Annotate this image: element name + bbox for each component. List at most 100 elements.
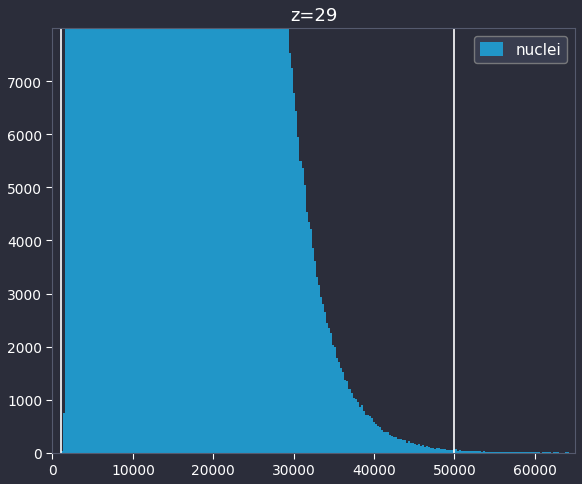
Legend: nuclei: nuclei (474, 37, 567, 64)
Bar (273, 0, 275, 453)
Bar (346, 381, 349, 453)
Bar (210, 0, 212, 453)
Bar (91, 0, 93, 453)
Bar (411, 443, 414, 453)
Bar (112, 0, 113, 453)
Bar (373, 422, 375, 453)
Bar (345, 380, 346, 453)
Bar (169, 0, 171, 453)
Bar (126, 0, 128, 453)
Bar (140, 0, 143, 453)
Bar (359, 407, 361, 453)
Bar (138, 0, 140, 453)
Bar (385, 433, 387, 453)
Bar (187, 0, 189, 453)
Bar (479, 452, 481, 453)
Bar (326, 324, 328, 453)
Bar (424, 447, 426, 453)
Bar (128, 0, 130, 453)
Bar (73, 0, 75, 453)
Bar (177, 0, 179, 453)
Bar (369, 416, 371, 453)
Bar (183, 0, 185, 453)
Bar (279, 0, 281, 453)
Bar (438, 448, 441, 453)
Bar (489, 452, 491, 453)
Bar (205, 0, 208, 453)
Bar (189, 0, 191, 453)
Bar (445, 450, 446, 453)
Bar (457, 451, 459, 453)
Bar (100, 0, 101, 453)
Bar (232, 0, 234, 453)
Bar (318, 286, 320, 453)
Bar (185, 0, 187, 453)
Bar (71, 0, 73, 453)
Bar (296, 112, 297, 453)
Bar (157, 0, 159, 453)
Bar (93, 0, 95, 453)
Bar (357, 403, 359, 453)
Bar (262, 0, 265, 453)
Bar (502, 452, 503, 453)
Bar (449, 451, 450, 453)
Bar (281, 0, 283, 453)
Bar (191, 0, 193, 453)
Bar (403, 440, 406, 453)
Bar (216, 0, 218, 453)
Bar (196, 0, 197, 453)
Bar (201, 0, 204, 453)
Bar (510, 452, 512, 453)
Bar (473, 451, 475, 453)
Bar (349, 389, 350, 453)
Bar (306, 212, 308, 453)
Bar (450, 450, 453, 453)
Bar (381, 430, 383, 453)
Bar (244, 0, 246, 453)
Bar (395, 438, 398, 453)
Bar (324, 312, 326, 453)
Bar (292, 69, 293, 453)
Bar (398, 439, 399, 453)
Bar (200, 0, 201, 453)
Bar (387, 432, 389, 453)
Bar (167, 0, 169, 453)
Bar (238, 0, 240, 453)
Bar (230, 0, 232, 453)
Bar (246, 0, 249, 453)
Bar (410, 443, 411, 453)
Bar (226, 0, 228, 453)
Bar (491, 452, 494, 453)
Bar (418, 444, 420, 453)
Bar (314, 261, 316, 453)
Bar (267, 0, 269, 453)
Bar (383, 432, 385, 453)
Bar (67, 0, 69, 453)
Bar (108, 0, 109, 453)
Bar (469, 452, 471, 453)
Bar (485, 452, 487, 453)
Bar (136, 0, 138, 453)
Bar (171, 0, 173, 453)
Bar (322, 304, 324, 453)
Bar (249, 0, 250, 453)
Bar (350, 393, 353, 453)
Bar (77, 0, 79, 453)
Bar (402, 440, 403, 453)
Bar (283, 0, 285, 453)
Bar (330, 333, 332, 453)
Bar (152, 0, 155, 453)
Bar (204, 0, 205, 453)
Bar (420, 446, 422, 453)
Bar (338, 363, 340, 453)
Bar (228, 0, 230, 453)
Bar (258, 0, 261, 453)
Bar (432, 448, 434, 453)
Bar (83, 0, 85, 453)
Bar (285, 0, 288, 453)
Bar (212, 0, 214, 453)
Bar (104, 0, 105, 453)
Bar (147, 0, 148, 453)
Bar (144, 0, 147, 453)
Bar (477, 451, 479, 453)
